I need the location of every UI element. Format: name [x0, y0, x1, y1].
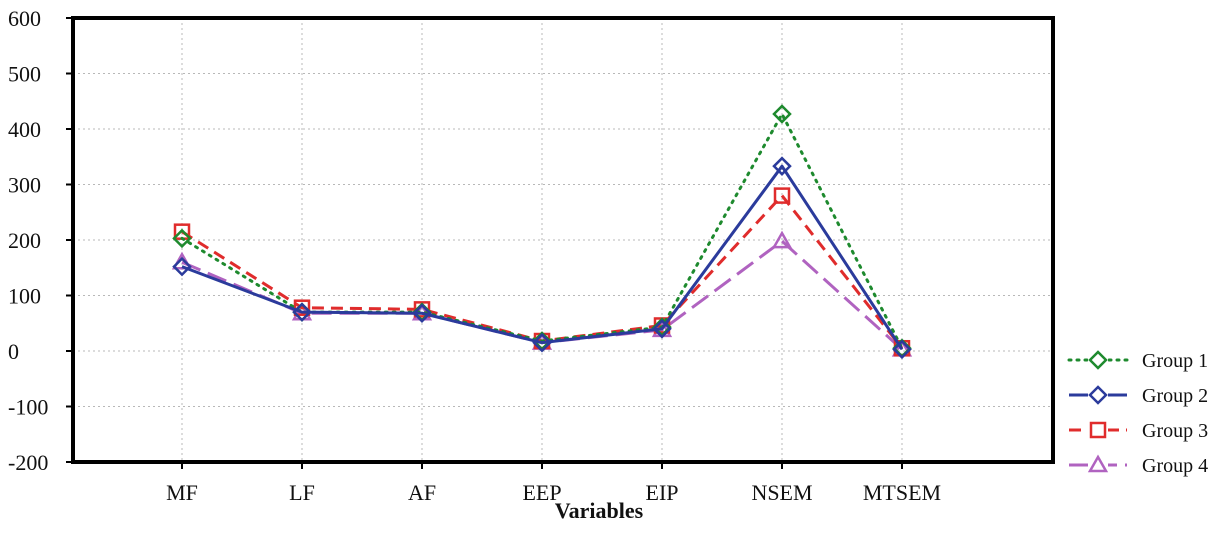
y-tick-label: 300	[8, 173, 41, 198]
y-tick-label: 0	[8, 339, 19, 364]
y-axis-ticks: -200 -100 0 100 200 300 400 500 600	[8, 6, 73, 475]
legend-label: Group 1	[1142, 350, 1208, 372]
plot-frame	[71, 16, 1055, 464]
data-point-diamond	[652, 319, 672, 339]
data-point-diamond	[172, 256, 192, 277]
data-point-diamond	[532, 332, 552, 353]
data-point-square	[293, 299, 311, 316]
data-point-diamond	[1088, 385, 1108, 405]
y-tick-label: 200	[8, 228, 41, 253]
legend-marker-bg	[1088, 420, 1108, 440]
series-line	[181, 164, 904, 351]
x-tick-label: EEP	[522, 480, 561, 505]
x-tick-label: MF	[166, 480, 198, 505]
y-tick-label: 500	[8, 62, 41, 87]
data-point-diamond	[292, 302, 312, 322]
series-line	[180, 112, 904, 350]
legend-label: Group 3	[1142, 420, 1208, 442]
y-tick-label: -100	[8, 395, 48, 420]
legend-item: Group 1	[1067, 350, 1208, 372]
grid-lines	[73, 17, 1053, 463]
legend-item: Group 3	[1069, 420, 1208, 442]
legend-label: Group 2	[1142, 385, 1208, 407]
x-tick-label: EIP	[646, 480, 679, 505]
data-point-diamond	[892, 339, 912, 360]
data-point-diamond	[172, 228, 192, 249]
data-point-diamond	[412, 303, 432, 324]
data-point-square	[1089, 421, 1107, 439]
x-axis-title: Variables	[555, 498, 644, 523]
y-tick-label: 400	[8, 117, 41, 142]
data-point-diamond	[1088, 350, 1108, 370]
data-point-diamond	[772, 156, 792, 176]
data-point-diamond	[772, 104, 792, 124]
data-point-square	[773, 187, 791, 204]
x-axis-ticks: MF LF AF EEP EIP NSEM MTSEM	[166, 462, 941, 505]
legend-label: Group 4	[1142, 455, 1208, 477]
legend-item: Group 2	[1069, 385, 1208, 407]
y-tick-label: 600	[8, 6, 41, 31]
data-point-triangle	[1087, 454, 1109, 473]
data-point-triangle	[171, 251, 193, 270]
legend-item: Group 4	[1069, 454, 1208, 477]
x-tick-label: AF	[408, 480, 436, 505]
data-point-square	[413, 301, 431, 318]
y-tick-label: -200	[8, 450, 48, 475]
series-2	[172, 156, 912, 360]
x-tick-label: LF	[289, 480, 315, 505]
legend-marker-bg	[1088, 385, 1108, 405]
legend-marker-bg	[1088, 350, 1108, 370]
x-tick-label: NSEM	[751, 480, 812, 505]
series-lines	[171, 104, 913, 360]
legend: Group 1 Group 2 Group 3 Group 4	[1067, 350, 1208, 477]
x-tick-label: MTSEM	[863, 480, 941, 505]
y-tick-label: 100	[8, 284, 41, 309]
data-point-triangle	[771, 230, 793, 249]
